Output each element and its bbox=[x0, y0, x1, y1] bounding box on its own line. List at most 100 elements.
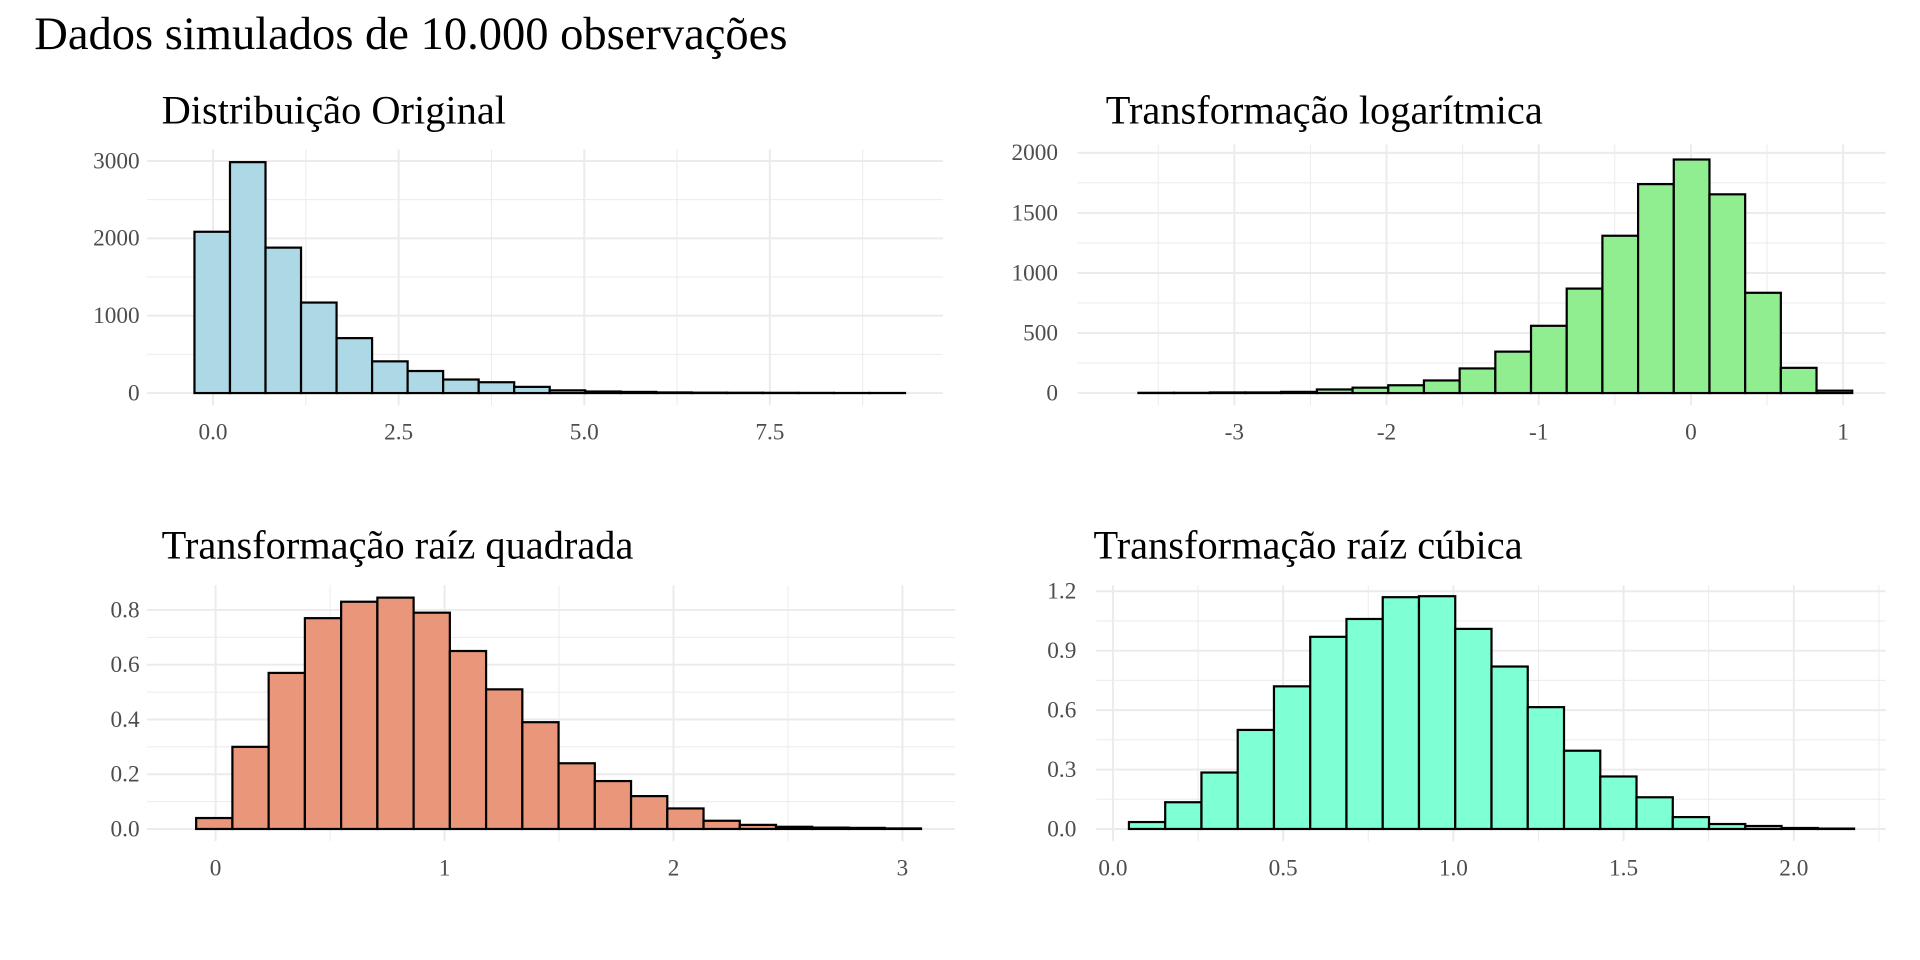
histogram-bar bbox=[774, 825, 814, 831]
histogram-panel-2: 0 1 2 3 0.0 0.2 0.4 0.6 0.8 bbox=[111, 585, 956, 882]
histogram-bar bbox=[1708, 193, 1747, 395]
histogram-bar bbox=[666, 807, 705, 831]
panel-title-original: Distribuição Original bbox=[162, 88, 506, 133]
histogram-bar bbox=[1601, 234, 1640, 395]
x-tick-label: -2 bbox=[1377, 420, 1396, 446]
histogram-bar bbox=[1458, 367, 1497, 395]
x-tick-label: 1.5 bbox=[1609, 856, 1638, 882]
y-tick-label: 0.2 bbox=[111, 762, 140, 788]
histogram-panel-1: -3 -2 -1 0 1 0 500 1000 1500 2000 bbox=[1011, 140, 1886, 446]
histogram-bar bbox=[1529, 324, 1568, 395]
histogram-bar bbox=[1208, 391, 1247, 395]
y-tick-label: 500 bbox=[1023, 320, 1058, 346]
y-tick-label: 0 bbox=[128, 380, 140, 406]
histogram-bar bbox=[442, 378, 480, 395]
histogram-bar bbox=[193, 230, 232, 395]
histogram-bar bbox=[629, 795, 669, 831]
histogram-bar bbox=[299, 301, 338, 395]
histogram-bar bbox=[1562, 749, 1602, 831]
histogram-bar bbox=[1565, 287, 1604, 395]
x-tick-label: 1.0 bbox=[1439, 856, 1468, 882]
panels: 0.0 2.5 5.0 7.5 0 1000 2000 3000 -3 -2 -1 0 1 0 500 100… bbox=[93, 140, 1886, 882]
histogram-bar bbox=[1244, 391, 1283, 395]
histogram-bar bbox=[1309, 635, 1348, 831]
histogram-bar bbox=[303, 617, 343, 831]
histogram-bar bbox=[1707, 822, 1747, 831]
y-tick-label: 1000 bbox=[93, 303, 140, 329]
histogram-bar bbox=[228, 161, 267, 395]
histogram-bar bbox=[619, 390, 658, 395]
x-tick-label: 7.5 bbox=[755, 420, 784, 446]
histogram-bar bbox=[340, 600, 379, 831]
histogram-bar bbox=[847, 826, 886, 831]
histogram-bar bbox=[883, 827, 923, 831]
histogram-bar bbox=[1236, 728, 1276, 831]
histogram-bar bbox=[412, 611, 451, 831]
x-tick-label: 1 bbox=[1837, 420, 1849, 446]
histogram-bar bbox=[702, 819, 741, 831]
y-tick-label: 0.6 bbox=[1047, 697, 1076, 723]
x-tick-label: 0 bbox=[1685, 420, 1697, 446]
histogram-bar bbox=[477, 381, 516, 395]
x-tick-label: 0.0 bbox=[198, 420, 227, 446]
y-tick-label: 1.2 bbox=[1047, 579, 1076, 605]
x-tick-label: 2.5 bbox=[384, 420, 413, 446]
histogram-bar bbox=[557, 762, 596, 831]
histogram-bar bbox=[811, 826, 850, 831]
histogram-bar bbox=[1744, 291, 1782, 395]
histogram-bar bbox=[484, 688, 524, 831]
y-tick-label: 0.0 bbox=[1047, 816, 1076, 842]
histogram-bar bbox=[376, 596, 415, 831]
histogram-bar bbox=[335, 337, 374, 395]
x-tick-label: 1 bbox=[439, 856, 451, 882]
histogram-bar bbox=[738, 823, 778, 831]
histogram-bar bbox=[1422, 379, 1461, 395]
histogram-bar bbox=[1200, 771, 1239, 831]
histogram-bar bbox=[1599, 775, 1638, 831]
histogram-bar bbox=[231, 745, 270, 831]
histogram-bar bbox=[195, 816, 234, 831]
x-tick-label: 5.0 bbox=[570, 420, 599, 446]
histogram-bar bbox=[448, 649, 488, 831]
histogram-bar bbox=[513, 385, 551, 395]
x-tick-label: 2 bbox=[668, 856, 680, 882]
y-tick-label: 3000 bbox=[93, 148, 140, 174]
y-tick-label: 2000 bbox=[93, 226, 140, 252]
histogram-bar bbox=[1127, 820, 1167, 831]
x-tick-label: 0.0 bbox=[1098, 856, 1127, 882]
x-tick-label: -3 bbox=[1225, 420, 1244, 446]
histogram-bar bbox=[1672, 158, 1711, 395]
y-tick-label: 1500 bbox=[1011, 200, 1058, 226]
histogram-bar bbox=[1780, 826, 1819, 831]
histogram-bar bbox=[655, 391, 693, 395]
panel-title-cbrt: Transformação raíz cúbica bbox=[1093, 522, 1522, 567]
panel-title-log: Transformação logarítmica bbox=[1106, 88, 1543, 133]
histogram-bar bbox=[406, 369, 445, 395]
histogram-bar bbox=[1315, 388, 1354, 395]
x-tick-label: -1 bbox=[1529, 420, 1548, 446]
histogram-bar bbox=[1494, 350, 1533, 395]
y-tick-label: 1000 bbox=[1011, 260, 1058, 286]
histogram-bar bbox=[1351, 386, 1390, 395]
histogram-bar bbox=[1744, 824, 1783, 831]
y-tick-label: 0.6 bbox=[111, 652, 140, 678]
histogram-bar bbox=[593, 779, 633, 831]
histogram-bar bbox=[1454, 627, 1493, 831]
histogram-bar bbox=[1417, 595, 1457, 831]
histogram-bar bbox=[1164, 801, 1203, 831]
histogram-bar bbox=[1272, 685, 1312, 831]
y-tick-label: 0.9 bbox=[1047, 638, 1076, 664]
histogram-bar bbox=[1526, 706, 1566, 831]
histogram-bar bbox=[548, 389, 587, 395]
histogram-bar bbox=[1490, 665, 1529, 831]
histogram-bar bbox=[1635, 796, 1674, 831]
x-tick-label: 3 bbox=[897, 856, 909, 882]
figure-title: Dados simulados de 10.000 observações bbox=[34, 9, 787, 60]
panel-title-sqrt: Transformação raíz quadrada bbox=[162, 522, 634, 567]
histogram-bar bbox=[584, 390, 622, 395]
x-tick-label: 0 bbox=[210, 856, 222, 882]
histogram-bar bbox=[267, 671, 306, 831]
histogram-bar bbox=[1381, 596, 1421, 831]
y-tick-label: 0.4 bbox=[111, 707, 140, 733]
